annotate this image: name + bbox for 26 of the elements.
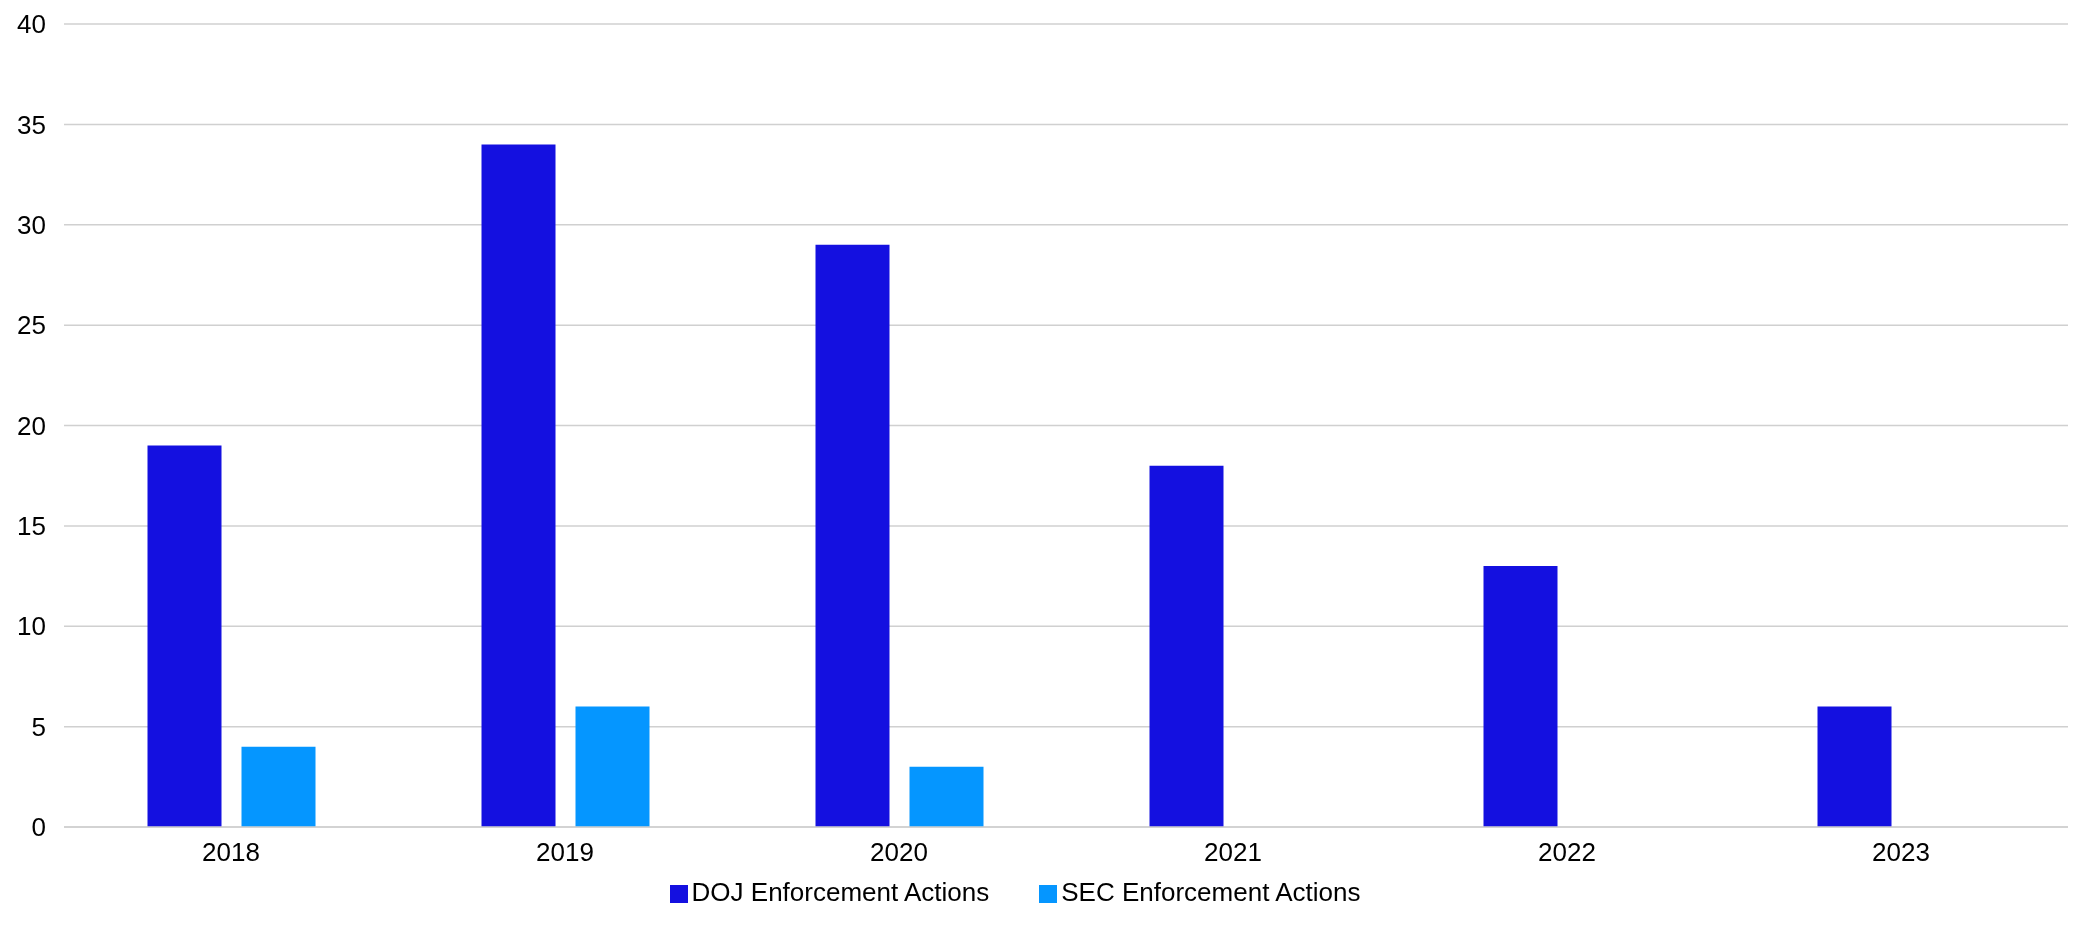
y-tick-label: 40	[17, 9, 46, 40]
y-tick-label: 25	[17, 310, 46, 341]
bar	[1817, 706, 1892, 827]
bar	[241, 746, 316, 827]
y-tick-label: 10	[17, 611, 46, 642]
x-tick-label: 2019	[536, 837, 594, 868]
x-tick-label: 2018	[202, 837, 260, 868]
legend-label: SEC Enforcement Actions	[1061, 877, 1361, 907]
x-tick-label: 2023	[1872, 837, 1930, 868]
bar	[815, 244, 890, 827]
bar	[481, 144, 556, 827]
bar	[909, 766, 984, 827]
bar	[147, 445, 222, 827]
bar	[1483, 566, 1558, 827]
y-tick-label: 0	[31, 812, 46, 843]
y-tick-label: 15	[17, 511, 46, 542]
y-tick-label: 20	[17, 410, 46, 441]
bar	[1149, 465, 1224, 827]
y-tick-label: 5	[31, 711, 46, 742]
bar	[575, 706, 650, 827]
y-tick-label: 30	[17, 209, 46, 240]
x-tick-label: 2021	[1204, 837, 1262, 868]
y-tick-label: 35	[17, 109, 46, 140]
legend-label: DOJ Enforcement Actions	[691, 877, 990, 907]
x-tick-label: 2020	[870, 837, 928, 868]
x-tick-label: 2022	[1538, 837, 1596, 868]
